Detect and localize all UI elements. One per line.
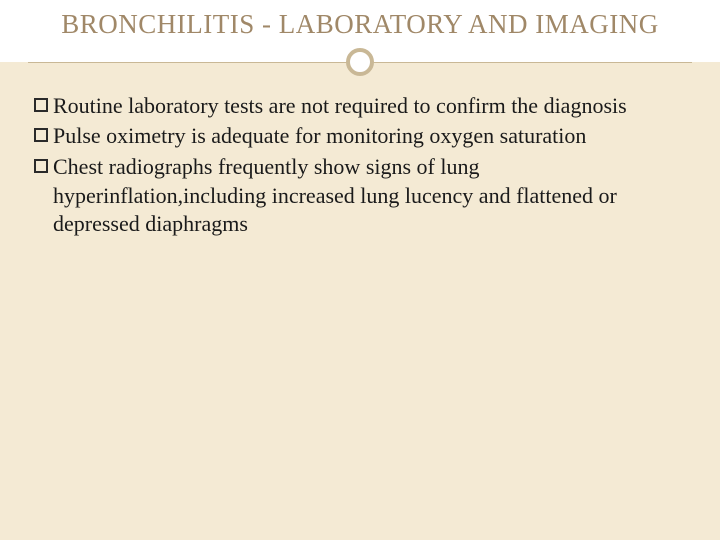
square-bullet-icon [34,159,48,173]
bullet-text: Chest radiographs frequently show signs … [53,153,686,239]
square-bullet-icon [34,128,48,142]
page-title: BRONCHILITIS - LABORATORY AND IMAGING [40,8,680,42]
divider-circle-icon [346,48,374,76]
bullet-text: Routine laboratory tests are not require… [53,92,627,121]
list-item: Chest radiographs frequently show signs … [34,153,686,239]
divider [0,42,720,82]
header-region: BRONCHILITIS - LABORATORY AND IMAGING [0,0,720,42]
bullet-text: Pulse oximetry is adequate for monitorin… [53,122,586,151]
content-region: Routine laboratory tests are not require… [0,82,720,239]
square-bullet-icon [34,98,48,112]
list-item: Pulse oximetry is adequate for monitorin… [34,122,686,151]
list-item: Routine laboratory tests are not require… [34,92,686,121]
